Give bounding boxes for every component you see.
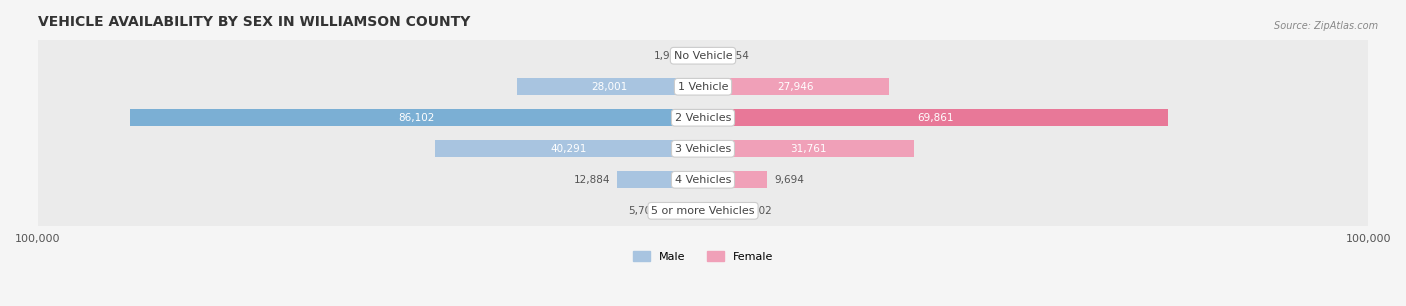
Bar bbox=[38, 164, 1368, 195]
Bar bbox=[703, 202, 735, 219]
Legend: Male, Female: Male, Female bbox=[628, 247, 778, 266]
Bar bbox=[38, 195, 1368, 226]
Bar bbox=[517, 78, 703, 95]
Bar bbox=[131, 109, 703, 126]
Text: 4 Vehicles: 4 Vehicles bbox=[675, 175, 731, 185]
Bar bbox=[434, 140, 703, 157]
Text: 1,973: 1,973 bbox=[654, 51, 683, 61]
Text: 1,454: 1,454 bbox=[720, 51, 749, 61]
Text: 1 Vehicle: 1 Vehicle bbox=[678, 82, 728, 92]
Bar bbox=[617, 171, 703, 188]
Text: 27,946: 27,946 bbox=[778, 82, 814, 92]
Text: 31,761: 31,761 bbox=[790, 144, 827, 154]
Bar bbox=[703, 47, 713, 64]
Bar bbox=[690, 47, 703, 64]
Text: VEHICLE AVAILABILITY BY SEX IN WILLIAMSON COUNTY: VEHICLE AVAILABILITY BY SEX IN WILLIAMSO… bbox=[38, 15, 470, 29]
Bar bbox=[703, 171, 768, 188]
Text: Source: ZipAtlas.com: Source: ZipAtlas.com bbox=[1274, 21, 1378, 32]
Bar bbox=[38, 40, 1368, 71]
Text: 86,102: 86,102 bbox=[398, 113, 434, 123]
Bar bbox=[38, 71, 1368, 102]
Bar bbox=[703, 140, 914, 157]
Bar bbox=[703, 109, 1168, 126]
Text: 5,707: 5,707 bbox=[628, 206, 658, 216]
Bar bbox=[665, 202, 703, 219]
Text: No Vehicle: No Vehicle bbox=[673, 51, 733, 61]
Text: 4,902: 4,902 bbox=[742, 206, 772, 216]
Bar bbox=[38, 102, 1368, 133]
Text: 9,694: 9,694 bbox=[775, 175, 804, 185]
Text: 3 Vehicles: 3 Vehicles bbox=[675, 144, 731, 154]
Text: 28,001: 28,001 bbox=[592, 82, 628, 92]
Bar bbox=[38, 133, 1368, 164]
Text: 12,884: 12,884 bbox=[574, 175, 610, 185]
Text: 40,291: 40,291 bbox=[551, 144, 588, 154]
Bar bbox=[703, 78, 889, 95]
Text: 69,861: 69,861 bbox=[917, 113, 953, 123]
Text: 2 Vehicles: 2 Vehicles bbox=[675, 113, 731, 123]
Text: 5 or more Vehicles: 5 or more Vehicles bbox=[651, 206, 755, 216]
